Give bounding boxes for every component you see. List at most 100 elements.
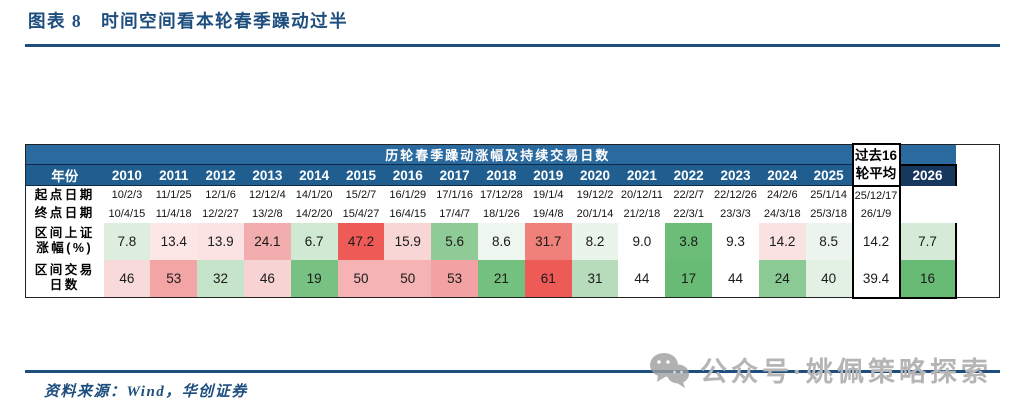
start-date-2014: 14/1/20	[295, 189, 333, 202]
end-date-2011: 11/4/18	[155, 207, 192, 220]
end-date-2015: 15/4/27	[342, 207, 380, 220]
gain-2025: 8.5	[805, 222, 853, 260]
trading-days-row: 区间交易 日数 46 53 32 46 19 50 50 53 21 61 31 44 17 44 24 40 3…	[25, 259, 1000, 299]
gain-2021: 9.0	[618, 222, 666, 260]
end-date-2021: 21/2/18	[623, 207, 661, 220]
days-2011: 53	[150, 259, 198, 298]
start-date-2024: 24/2/6	[766, 189, 798, 202]
days-2026: 16	[898, 259, 957, 299]
gain-2010: 7.8	[103, 222, 151, 260]
start-date-2011: 11/1/25	[155, 189, 192, 202]
end-date-2016: 16/4/15	[389, 207, 427, 220]
gain-2019: 31.7	[524, 222, 572, 260]
sse-gain-label: 区间上证 涨幅(%)	[25, 222, 104, 260]
gain-2023: 9.3	[712, 222, 759, 260]
gain-2017: 5.6	[431, 222, 478, 260]
year-header-2016: 2016	[384, 164, 432, 186]
days-2014: 19	[290, 259, 338, 298]
start-date-2026: 25/12/17	[851, 185, 901, 205]
days-average: 39.4	[851, 259, 901, 299]
days-2015: 50	[337, 259, 385, 298]
days-2017: 53	[431, 259, 478, 298]
gain-2016: 15.9	[384, 222, 432, 260]
gain-2022: 3.8	[665, 222, 713, 260]
wechat-watermark: 公众号·姚佩策略探索	[648, 350, 992, 389]
end-date-2014: 14/2/20	[295, 207, 333, 220]
year-header-2019: 2019	[524, 164, 572, 186]
end-date-2019: 19/4/8	[532, 207, 564, 220]
start-date-row: 起点日期 10/2/3 11/1/25 12/1/6 12/12/4 14/1/20 15…	[25, 185, 1000, 205]
bottom-divider	[25, 370, 1000, 373]
end-date-2017: 17/4/7	[439, 207, 470, 220]
avg-label-line1: 过去16	[854, 148, 898, 164]
year-header-2020: 2020	[571, 164, 619, 186]
end-date-2012: 12/2/27	[202, 207, 239, 220]
end-date-2020: 20/1/14	[576, 207, 614, 220]
gain-2013: 24.1	[243, 222, 291, 260]
end-date-2010: 10/4/15	[108, 207, 146, 220]
year-header-2010: 2010	[103, 164, 151, 186]
start-date-2015: 15/2/7	[345, 189, 377, 202]
wechat-icon	[650, 352, 689, 388]
days-2019: 61	[524, 259, 572, 298]
year-header-2023: 2023	[712, 164, 759, 186]
gain-2026: 7.7	[898, 222, 957, 260]
days-2010: 46	[103, 259, 151, 298]
start-date-2012: 12/1/6	[205, 189, 236, 202]
gain-2024: 14.2	[758, 222, 806, 260]
start-date-2016: 16/1/29	[389, 189, 427, 202]
days-2020: 31	[571, 259, 619, 298]
end-date-2025: 25/3/18	[810, 207, 847, 220]
year-header-2011: 2011	[150, 164, 198, 186]
avg-label-line2: 轮平均	[855, 165, 897, 181]
source-note: 资料来源：Wind，华创证券	[44, 384, 248, 400]
days-2025: 40	[805, 259, 853, 298]
start-date-2017: 17/1/16	[436, 189, 473, 202]
days-2016: 50	[384, 259, 432, 298]
gain-2020: 8.2	[571, 222, 619, 260]
start-date-2013: 12/12/4	[248, 189, 286, 202]
title-divider	[25, 44, 1000, 47]
end-date-2024: 24/3/18	[763, 207, 801, 220]
gain-2014: 6.7	[290, 222, 338, 260]
end-date-2013: 13/2/8	[252, 207, 283, 220]
gain-2012: 13.9	[197, 222, 244, 260]
start-date-2021: 20/12/11	[620, 189, 663, 202]
days-2021: 44	[618, 259, 666, 298]
table-container: 历轮春季躁动涨幅及持续交易日数 过去16 轮平均 年份 2010 2011 2012 2…	[25, 143, 1000, 299]
watermark-text: 公众号·姚佩策略探索	[700, 357, 992, 387]
gain-2015: 47.2	[337, 222, 385, 260]
year-header-2025: 2025	[805, 164, 853, 186]
end-date-2018: 18/1/26	[483, 207, 520, 220]
end-date-label: 终点日期	[25, 204, 104, 223]
year-header-2024: 2024	[758, 164, 806, 186]
year-header-2021: 2021	[618, 164, 666, 186]
gain-2018: 8.6	[478, 222, 525, 260]
year-header-2014: 2014	[290, 164, 338, 186]
start-date-2010: 10/2/3	[111, 189, 143, 202]
start-date-2020: 19/12/2	[576, 189, 614, 202]
figure-title: 图表 8 时间空间看本轮春季躁动过半	[28, 11, 349, 31]
spring-rally-table: 历轮春季躁动涨幅及持续交易日数 过去16 轮平均 年份 2010 2011 2012 2…	[25, 143, 1000, 299]
year-header-2013: 2013	[243, 164, 291, 186]
year-header-2026: 2026	[898, 163, 957, 186]
days-2024: 24	[758, 259, 806, 298]
year-header-2012: 2012	[197, 164, 244, 186]
start-date-2023: 22/12/26	[714, 189, 757, 202]
days-2012: 32	[197, 259, 244, 298]
start-date-2019: 19/1/4	[532, 189, 564, 202]
table-title-row: 历轮春季躁动涨幅及持续交易日数 过去16 轮平均	[25, 143, 1000, 187]
days-2013: 46	[243, 259, 291, 298]
end-date-2023: 23/3/3	[720, 207, 751, 220]
start-date-label: 起点日期	[25, 185, 104, 205]
days-2023: 44	[712, 259, 759, 298]
avg-column-header: 过去16 轮平均	[851, 143, 901, 187]
gain-2011: 13.4	[150, 222, 198, 260]
year-header-2022: 2022	[665, 164, 713, 186]
year-header-2018: 2018	[478, 164, 525, 186]
days-2018: 21	[478, 259, 525, 298]
end-date-2026: 26/1/9	[851, 204, 901, 223]
start-date-2018: 17/12/28	[479, 189, 523, 202]
sse-gain-row: 区间上证 涨幅(%) 7.8 13.4 13.9 24.1 6.7 47.2 15.9 5.6 8…	[25, 222, 1000, 260]
start-date-2022: 22/2/7	[673, 189, 704, 202]
